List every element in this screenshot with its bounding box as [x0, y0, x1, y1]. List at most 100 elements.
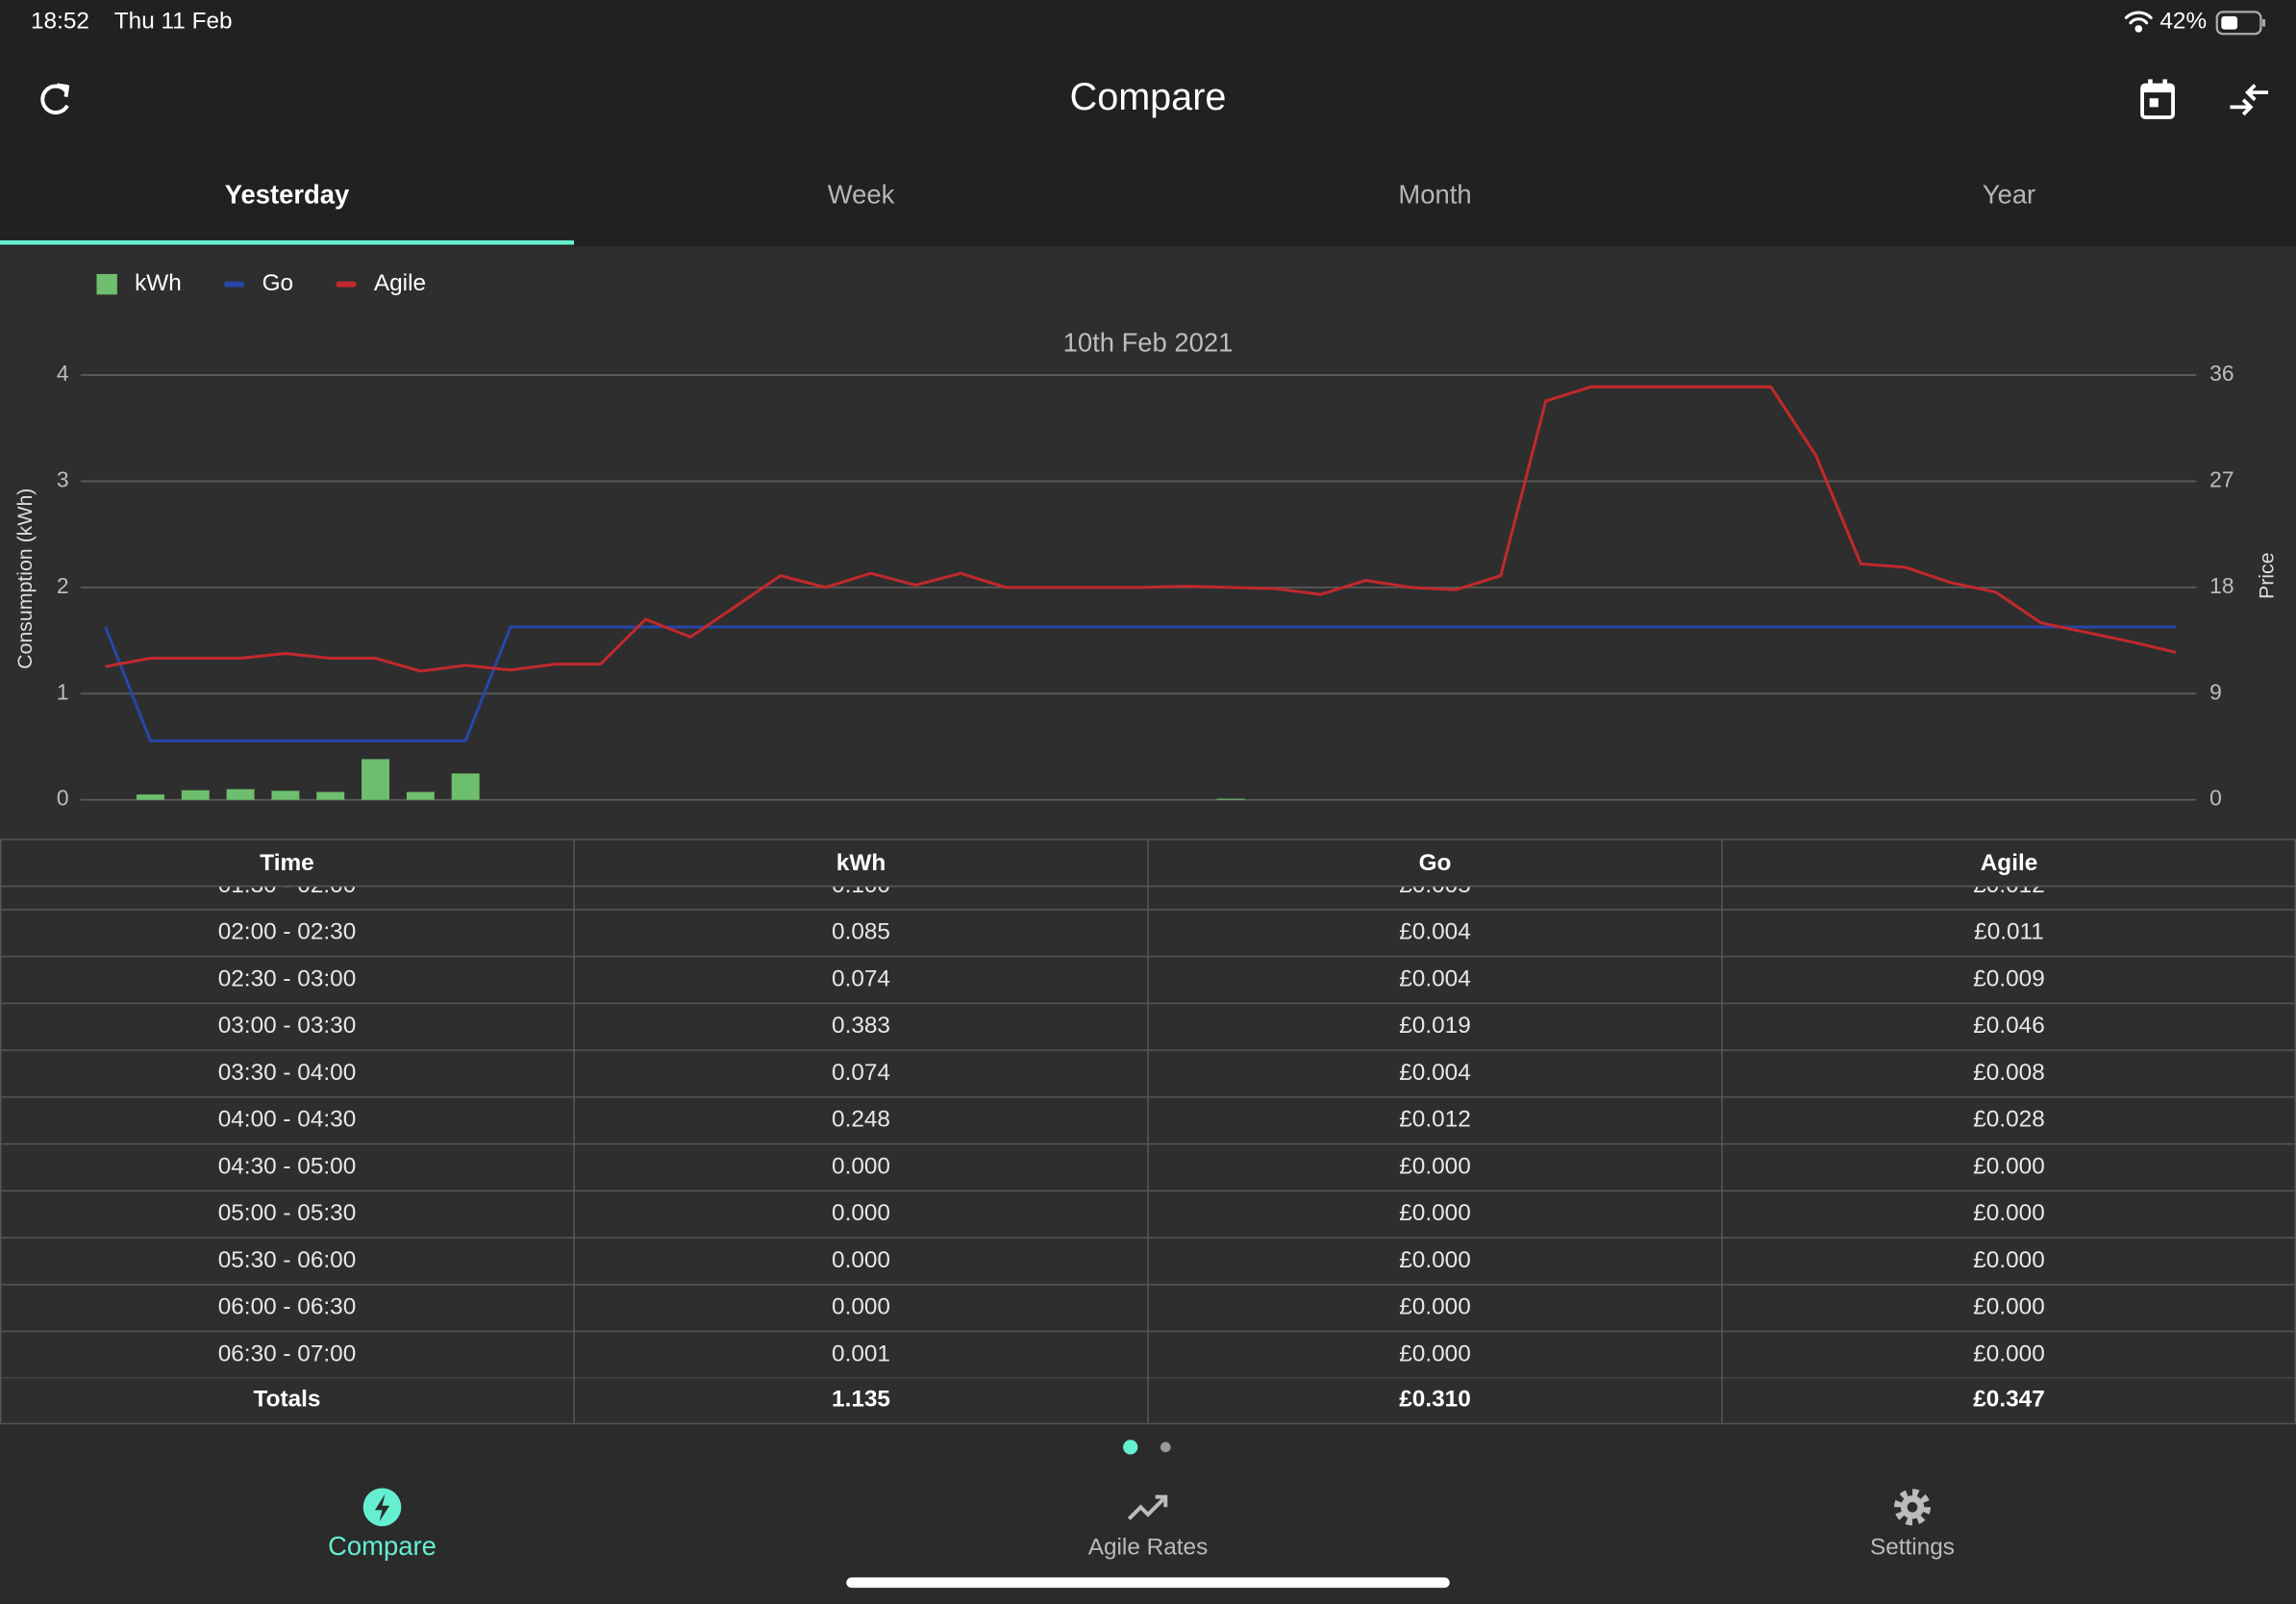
table-cell: 0.085: [832, 919, 890, 945]
wifi-icon: [2124, 11, 2153, 33]
legend-swatch: [224, 281, 245, 288]
compare-arrows-button[interactable]: [2230, 84, 2269, 116]
table-header: Agile: [1981, 850, 2038, 876]
bar: [136, 794, 164, 800]
y-axis-label: Consumption (kWh): [13, 489, 37, 669]
table-cell: £0.011: [1974, 919, 2044, 945]
bar: [1216, 798, 1245, 800]
tab[interactable]: Month: [1398, 179, 1471, 209]
table-cell: 0.383: [832, 1013, 890, 1039]
page-title: Compare: [1070, 76, 1227, 118]
bar: [451, 773, 480, 800]
page-dot-active[interactable]: [1123, 1440, 1138, 1455]
table-cell: 04:30 - 05:00: [218, 1153, 357, 1179]
header-background: [0, 0, 2296, 247]
table-cell: £0.004: [1399, 919, 1471, 945]
table-cell: 05:30 - 06:00: [218, 1247, 357, 1273]
table-cell: £0.000: [1399, 1200, 1471, 1226]
y2-tick-label: 27: [2209, 467, 2234, 492]
table-cell: £0.000: [1399, 1247, 1471, 1273]
bar: [226, 789, 255, 800]
table-cell: £0.028: [1973, 1107, 2045, 1133]
table-cell: 05:00 - 05:30: [218, 1200, 357, 1226]
table-cell: 0.000: [832, 1247, 890, 1273]
table-cell: 06:30 - 07:00: [218, 1341, 357, 1366]
table-cell: £0.000: [1973, 1200, 2045, 1226]
y-tick-label: 4: [57, 361, 69, 386]
nav-label[interactable]: Settings: [1870, 1534, 1955, 1560]
table-total: £0.347: [1973, 1387, 2045, 1413]
battery-percent: 42%: [2159, 8, 2207, 34]
bar: [406, 791, 435, 800]
table-cell: £0.000: [1399, 1153, 1471, 1179]
y2-tick-label: 18: [2209, 573, 2234, 598]
table-cell: £0.008: [1973, 1060, 2045, 1086]
table-total: Totals: [254, 1387, 321, 1413]
table-cell: 0.074: [832, 1060, 890, 1086]
table-cell: 0.248: [832, 1107, 890, 1133]
table-cell: £0.012: [1973, 872, 2045, 898]
calendar-button[interactable]: [2140, 79, 2175, 119]
page-dot[interactable]: [1160, 1441, 1171, 1453]
table-cell: 0.100: [832, 872, 890, 898]
table-cell: 06:00 - 06:30: [218, 1294, 357, 1320]
settings-nav-icon[interactable]: [1893, 1489, 1932, 1526]
tab[interactable]: Year: [1983, 179, 2035, 209]
table-cell: 0.074: [832, 965, 890, 991]
legend-label: Go: [262, 270, 293, 296]
table-cell: 02:30 - 03:00: [218, 965, 357, 991]
table-header: kWh: [836, 850, 886, 876]
table-cell: £0.019: [1399, 1013, 1471, 1039]
table-cell: £0.000: [1399, 1341, 1471, 1366]
table-cell: £0.004: [1399, 1060, 1471, 1086]
y2-axis-label: Price: [2256, 552, 2279, 599]
tab-indicator: [0, 239, 574, 245]
table-cell: 02:00 - 02:30: [218, 919, 357, 945]
legend-label: kWh: [135, 270, 182, 296]
y-tick-label: 1: [57, 679, 69, 704]
compare-nav-icon[interactable]: [362, 1488, 402, 1527]
y2-tick-label: 9: [2209, 679, 2222, 704]
bar: [181, 789, 210, 800]
line-agile: [105, 385, 2177, 673]
battery-icon: [2215, 11, 2266, 36]
table-cell: £0.005: [1399, 872, 1471, 898]
table-header: Go: [1419, 850, 1452, 876]
table-cell: £0.046: [1973, 1013, 2045, 1039]
table-total: 1.135: [832, 1387, 890, 1413]
table-cell: £0.000: [1973, 1294, 2045, 1320]
table-cell: 0.001: [832, 1341, 890, 1366]
table-cell: 0.000: [832, 1153, 890, 1179]
nav-label[interactable]: Agile Rates: [1088, 1534, 1209, 1560]
table-cell: £0.000: [1973, 1153, 2045, 1179]
legend-swatch: [96, 273, 117, 295]
tab[interactable]: Yesterday: [225, 179, 350, 209]
table-cell: £0.004: [1399, 965, 1471, 991]
table-cell: £0.000: [1399, 1294, 1471, 1320]
status-date: Thu 11 Feb: [114, 8, 233, 34]
chart-title: 10th Feb 2021: [1063, 327, 1234, 357]
bar: [362, 759, 390, 800]
table-body: 01:30 - 02:00 0.100 £0.005 £0.012 02:00 - 02…: [0, 872, 2296, 1379]
table-cell: £0.000: [1973, 1247, 2045, 1273]
agile-rates-nav-icon[interactable]: [1127, 1494, 1168, 1520]
tab[interactable]: Week: [828, 179, 895, 209]
bar: [271, 790, 300, 800]
table-cell: £0.000: [1973, 1341, 2045, 1366]
table-cell: 0.000: [832, 1200, 890, 1226]
legend-label: Agile: [374, 270, 426, 296]
home-indicator: [846, 1577, 1450, 1589]
table-cell: 04:00 - 04:30: [218, 1107, 357, 1133]
table-header: Time: [260, 850, 313, 876]
table-cell: 03:00 - 03:30: [218, 1013, 357, 1039]
y2-tick-label: 36: [2209, 361, 2234, 386]
refresh-button[interactable]: [40, 83, 70, 115]
y-tick-label: 2: [57, 573, 69, 598]
y2-tick-label: 0: [2209, 786, 2222, 811]
y-tick-label: 0: [57, 786, 69, 811]
table-cell: 01:30 - 02:00: [218, 872, 357, 898]
table-cell: £0.012: [1399, 1107, 1471, 1133]
nav-label[interactable]: Compare: [328, 1531, 437, 1561]
